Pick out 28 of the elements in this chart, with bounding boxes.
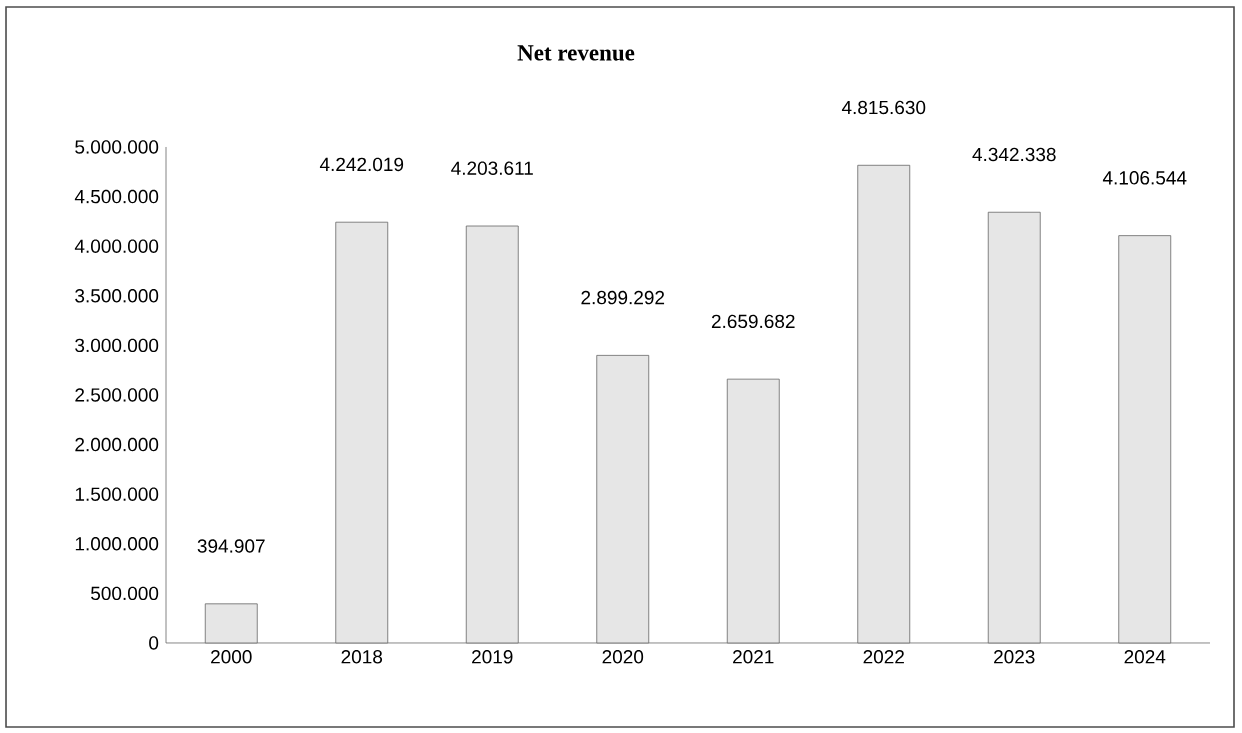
y-tick-label: 0 xyxy=(149,636,159,650)
y-tick-label: 5.000.000 xyxy=(75,140,159,154)
x-tick-label: 2019 xyxy=(472,650,513,664)
chart-title: Net revenue xyxy=(517,45,635,61)
y-tick-label: 3.000.000 xyxy=(75,338,159,353)
x-tick-label: 2024 xyxy=(1124,650,1166,664)
y-tick-label: 1.000.000 xyxy=(75,537,159,551)
data-label: 4.106.544 xyxy=(1102,171,1187,185)
data-label: 4.203.611 xyxy=(451,161,533,175)
x-tick-label: 2018 xyxy=(341,650,383,664)
y-tick-label: 2.000.000 xyxy=(75,437,159,452)
data-label: 394.907 xyxy=(197,539,265,553)
y-tick-label: 4.000.000 xyxy=(74,239,159,253)
data-label: 2.899.292 xyxy=(581,290,665,305)
x-tick-label: 2000 xyxy=(211,650,252,664)
data-label: 2.659.682 xyxy=(711,314,795,329)
x-tick-label: 2021 xyxy=(733,650,774,664)
y-tick-label: 1.500.000 xyxy=(75,487,159,501)
x-tick-label: 2020 xyxy=(602,650,644,664)
data-label: 4.342.338 xyxy=(972,147,1056,162)
y-tick-label: 4.500.000 xyxy=(74,189,159,204)
y-tick-label: 500.000 xyxy=(91,586,159,601)
x-tick-label: 2022 xyxy=(863,650,904,664)
x-tick-label: 2023 xyxy=(994,650,1035,664)
y-tick-label: 3.500.000 xyxy=(75,289,159,303)
data-label: 4.242.019 xyxy=(319,157,404,172)
data-label: 4.815.630 xyxy=(841,100,926,115)
y-tick-label: 2.500.000 xyxy=(75,388,159,402)
